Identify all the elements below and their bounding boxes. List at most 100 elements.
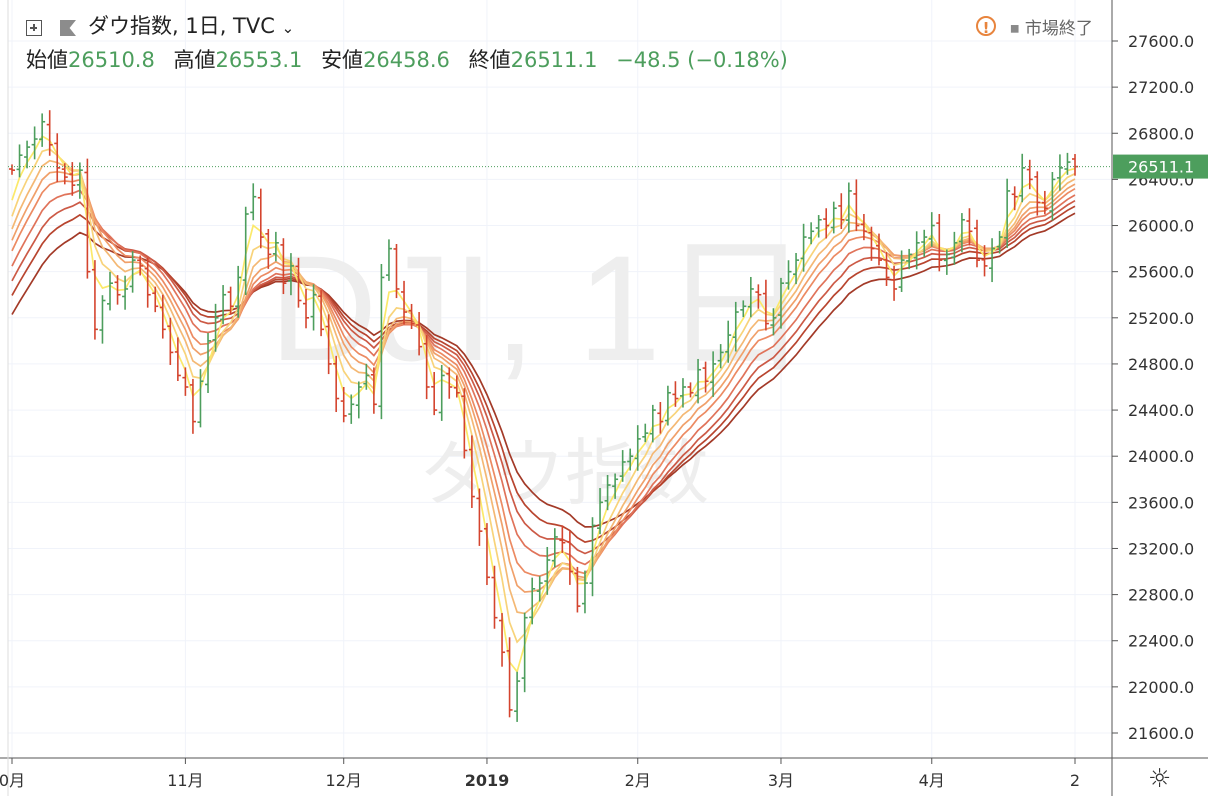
ohlc-bar (695, 358, 702, 404)
ohlc-bar (333, 355, 340, 413)
ohlc-bar (385, 239, 392, 281)
ohlc-bar (581, 570, 588, 614)
ohlc-legend: 始値26510.8 高値26553.1 安値26458.6 終値26511.1 … (26, 44, 788, 74)
ohlc-bar (31, 126, 38, 160)
ohlc-bar (679, 378, 686, 408)
ohlc-bar (272, 231, 279, 262)
ohlc-bar (1041, 190, 1048, 215)
ohlc-bar (295, 257, 302, 308)
open-value: 26510.8 (68, 48, 155, 72)
ohlc-bar (823, 208, 830, 239)
ohlc-bar (891, 265, 898, 301)
ohlc-bar (875, 233, 882, 266)
ohlc-bar (536, 576, 543, 602)
ohlc-bar (476, 488, 483, 546)
ohlc-bar (227, 286, 234, 315)
gear-icon[interactable]: ☼ (1148, 764, 1172, 794)
ohlc-bar (966, 208, 973, 246)
ohlc-bar (1072, 154, 1078, 176)
ohlc-bar (672, 381, 679, 407)
ohlc-bar (642, 423, 649, 443)
time-tick-label: 2 (1070, 771, 1080, 790)
ohlc-bar (423, 335, 430, 400)
ohlc-bar (416, 312, 423, 356)
ohlc-bar (325, 314, 332, 375)
ohlc-bar (242, 206, 249, 295)
ema-line (11, 170, 1076, 593)
ohlc-bar (845, 182, 852, 233)
ohlc-bar (453, 375, 460, 398)
ohlc-bar (725, 320, 732, 363)
ohlc-bar (898, 250, 905, 292)
ohlc-bar (287, 253, 294, 296)
ema-line (11, 205, 1076, 543)
ohlc-bar (770, 308, 777, 336)
ohlc-bar (664, 385, 671, 426)
ohlc-bar (468, 435, 475, 508)
ohlc-bar (197, 369, 204, 428)
ohlc-bar (657, 401, 664, 434)
symbol-title[interactable]: ダウ指数, 1日, TVC ⌄ (88, 10, 294, 40)
ohlc-bar (235, 265, 242, 318)
ohlc-bar (853, 179, 860, 232)
ema-line (11, 159, 1076, 615)
ohlc-bar (310, 284, 317, 331)
ohlc-bar (838, 193, 845, 229)
open-label: 始値 (26, 48, 68, 72)
ohlc-bar (137, 255, 144, 276)
ema-line (11, 135, 1076, 674)
ohlc-bar (717, 344, 724, 369)
ohlc-bar (627, 448, 634, 471)
close-value: 26511.1 (510, 48, 598, 72)
ema-line (11, 199, 1076, 555)
market-status: ■ 市場終了 (1010, 19, 1093, 39)
ohlc-bar (408, 303, 415, 329)
ohlc-bar (205, 333, 212, 393)
ohlc-bar (280, 238, 287, 295)
ohlc-bar (24, 140, 31, 169)
ohlc-bar (883, 252, 890, 286)
ohlc-bar (144, 257, 151, 308)
ohlc-bar (777, 277, 784, 329)
ohlc-bar (220, 285, 227, 325)
ohlc-bar (981, 245, 988, 277)
expand-icon[interactable] (26, 20, 42, 36)
ohlc-bar (989, 238, 996, 283)
ohlc-bar (943, 249, 950, 275)
ohlc-bar (114, 275, 121, 305)
last-price-label: 26511.1 (1128, 158, 1194, 177)
ohlc-bar (491, 565, 498, 629)
ohlc-bar (921, 229, 928, 257)
ohlc-bar (551, 528, 558, 568)
watermark: DJI, 1日 ダウ指数 (269, 224, 811, 515)
ohlc-bar (167, 317, 174, 365)
ohlc-bar (762, 279, 769, 331)
price-tick-label: 24400.0 (1128, 401, 1194, 420)
ohlc-bar (747, 276, 754, 318)
ohlc-bar (401, 280, 408, 325)
time-tick-label: 12月 (326, 771, 362, 790)
warning-icon[interactable]: ! (976, 16, 996, 37)
ohlc-bar (740, 300, 747, 318)
ohlc-bar (574, 566, 581, 613)
market-status-text: 市場終了 (1024, 19, 1093, 39)
ohlc-bar (54, 133, 61, 183)
last-price-badge (1113, 154, 1208, 179)
chevron-down-icon[interactable]: ⌄ (281, 19, 295, 37)
ohlc-bar (808, 222, 815, 245)
ohlc-bar (973, 219, 980, 268)
ohlc-bar (702, 361, 709, 393)
ohlc-bar (182, 367, 189, 396)
close-label: 終値 (468, 48, 511, 72)
flag-icon[interactable] (60, 20, 76, 36)
ohlc-bar (1011, 186, 1018, 211)
ohlc-bar (303, 288, 310, 329)
ohlc-bar (951, 231, 958, 265)
moving-average-ribbon (11, 135, 1076, 674)
price-tick-label: 23600.0 (1128, 493, 1194, 512)
ohlc-bar (597, 488, 604, 535)
price-bars (9, 110, 1078, 722)
symbol-title-text: ダウ指数, 1日, TVC (88, 14, 275, 38)
